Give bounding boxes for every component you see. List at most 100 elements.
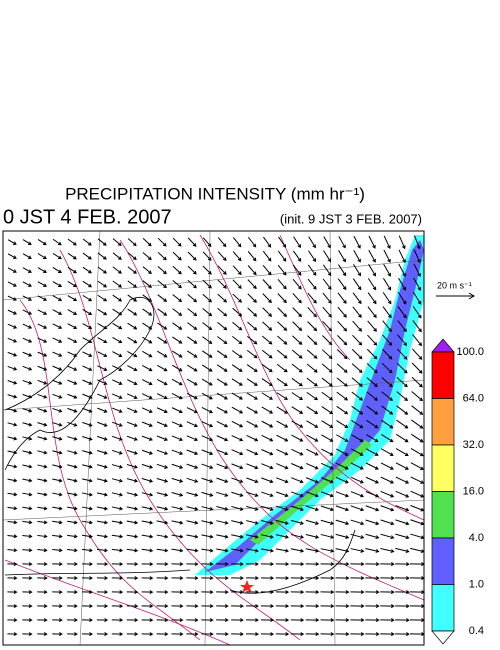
wind-vector bbox=[246, 392, 258, 400]
wind-vector bbox=[52, 351, 62, 357]
wind-vector-head bbox=[134, 506, 139, 511]
wind-vector bbox=[291, 406, 303, 414]
wind-vector bbox=[187, 237, 197, 247]
wind-vector bbox=[7, 337, 17, 343]
wind-vector bbox=[412, 305, 422, 319]
wind-vector-head bbox=[193, 326, 198, 330]
wind-vector-head bbox=[28, 464, 33, 469]
wind-vector-head bbox=[344, 466, 349, 470]
wind-vector-head bbox=[88, 423, 93, 427]
wind-vector bbox=[291, 477, 303, 483]
wind-vector bbox=[52, 238, 62, 246]
wind-vector-head bbox=[329, 479, 334, 484]
wind-vector bbox=[350, 491, 364, 497]
wind-vector bbox=[305, 505, 319, 511]
wind-vector-head bbox=[282, 244, 287, 248]
wind-vector bbox=[52, 450, 62, 454]
wind-vector-head bbox=[315, 521, 320, 525]
wind-vector-head bbox=[314, 479, 319, 484]
wind-vector-head bbox=[403, 314, 407, 319]
wind-vector-head bbox=[284, 382, 288, 387]
wind-vector-head bbox=[222, 257, 227, 262]
wind-vector bbox=[186, 463, 198, 469]
wind-vector bbox=[368, 249, 376, 263]
wind-vector bbox=[261, 420, 273, 428]
wind-vector bbox=[321, 434, 333, 442]
wind-vector bbox=[171, 378, 183, 386]
wind-vector bbox=[395, 490, 409, 498]
wind-vector-head bbox=[73, 269, 77, 274]
wind-vector-head bbox=[372, 244, 376, 249]
wind-vector-head bbox=[178, 381, 183, 386]
wind-vector bbox=[216, 378, 228, 386]
wind-vector-head bbox=[298, 313, 302, 318]
wind-vector-head bbox=[269, 396, 273, 400]
wind-vector-head bbox=[208, 340, 213, 344]
wind-vector bbox=[127, 238, 137, 246]
wind-vector-head bbox=[12, 255, 17, 259]
wind-vector bbox=[201, 477, 213, 483]
wind-vector bbox=[292, 292, 302, 304]
wind-vector-head bbox=[194, 562, 199, 567]
wind-vector-head bbox=[406, 604, 410, 609]
wind-vector bbox=[37, 492, 47, 496]
wind-vector bbox=[82, 435, 92, 441]
wind-vector bbox=[22, 295, 32, 301]
wind-vector-head bbox=[43, 422, 48, 427]
wind-vector-head bbox=[314, 382, 318, 387]
wind-vector-head bbox=[179, 562, 184, 567]
wind-vector-head bbox=[13, 478, 18, 483]
wind-vector bbox=[410, 519, 424, 525]
wind-vector-head bbox=[119, 604, 124, 609]
wind-vector bbox=[112, 379, 122, 385]
wind-vector bbox=[37, 422, 47, 426]
wind-vector-head bbox=[330, 507, 335, 512]
wind-vector bbox=[141, 463, 153, 469]
wind-vector-head bbox=[403, 342, 408, 346]
wind-vector bbox=[216, 548, 228, 552]
wind-vector bbox=[351, 405, 363, 415]
wind-vector bbox=[231, 420, 243, 428]
wind-vector bbox=[156, 520, 168, 524]
wind-vector-head bbox=[329, 465, 334, 470]
wind-vector bbox=[22, 323, 32, 329]
wind-vector bbox=[22, 436, 32, 440]
wind-vector-head bbox=[58, 297, 63, 301]
wind-vector-head bbox=[88, 464, 93, 469]
wind-vector-head bbox=[284, 396, 288, 400]
colorbar: 100.0 64.0 32.0 16.0 4.0 1.0 0.4 bbox=[431, 338, 484, 645]
wind-vector-head bbox=[237, 257, 242, 262]
wind-vector bbox=[246, 378, 258, 386]
wind-vector bbox=[261, 477, 273, 483]
wind-vector bbox=[320, 505, 334, 511]
wind-vector-head bbox=[328, 299, 332, 304]
wind-vector-head bbox=[58, 604, 63, 609]
wind-vector bbox=[351, 419, 363, 429]
wind-vector-head bbox=[164, 632, 169, 637]
wind-vector-head bbox=[27, 241, 32, 245]
wind-vector bbox=[395, 433, 409, 443]
wind-vector bbox=[231, 520, 243, 524]
wind-vector-head bbox=[327, 258, 331, 263]
wind-vector-head bbox=[328, 313, 332, 318]
wind-vector-head bbox=[268, 368, 273, 373]
wind-vector bbox=[7, 506, 17, 510]
wind-vector-head bbox=[209, 437, 214, 442]
wind-vector bbox=[216, 520, 228, 524]
wind-vector-head bbox=[58, 381, 63, 385]
wind-vector bbox=[291, 463, 303, 469]
wind-vector bbox=[127, 393, 137, 399]
wind-vector bbox=[126, 463, 138, 469]
wind-vector bbox=[67, 450, 77, 454]
wind-vector bbox=[52, 281, 62, 287]
wind-vector-head bbox=[13, 339, 18, 343]
wind-vector-head bbox=[103, 381, 108, 385]
wind-vector-head bbox=[238, 382, 243, 386]
wind-vector-head bbox=[300, 604, 305, 609]
wind-vector bbox=[306, 363, 318, 373]
wind-vector-head bbox=[344, 452, 349, 456]
wind-vector-head bbox=[192, 243, 197, 247]
wind-vector-head bbox=[389, 424, 394, 429]
wind-vector-head bbox=[73, 255, 77, 260]
wind-vector-head bbox=[314, 410, 319, 414]
